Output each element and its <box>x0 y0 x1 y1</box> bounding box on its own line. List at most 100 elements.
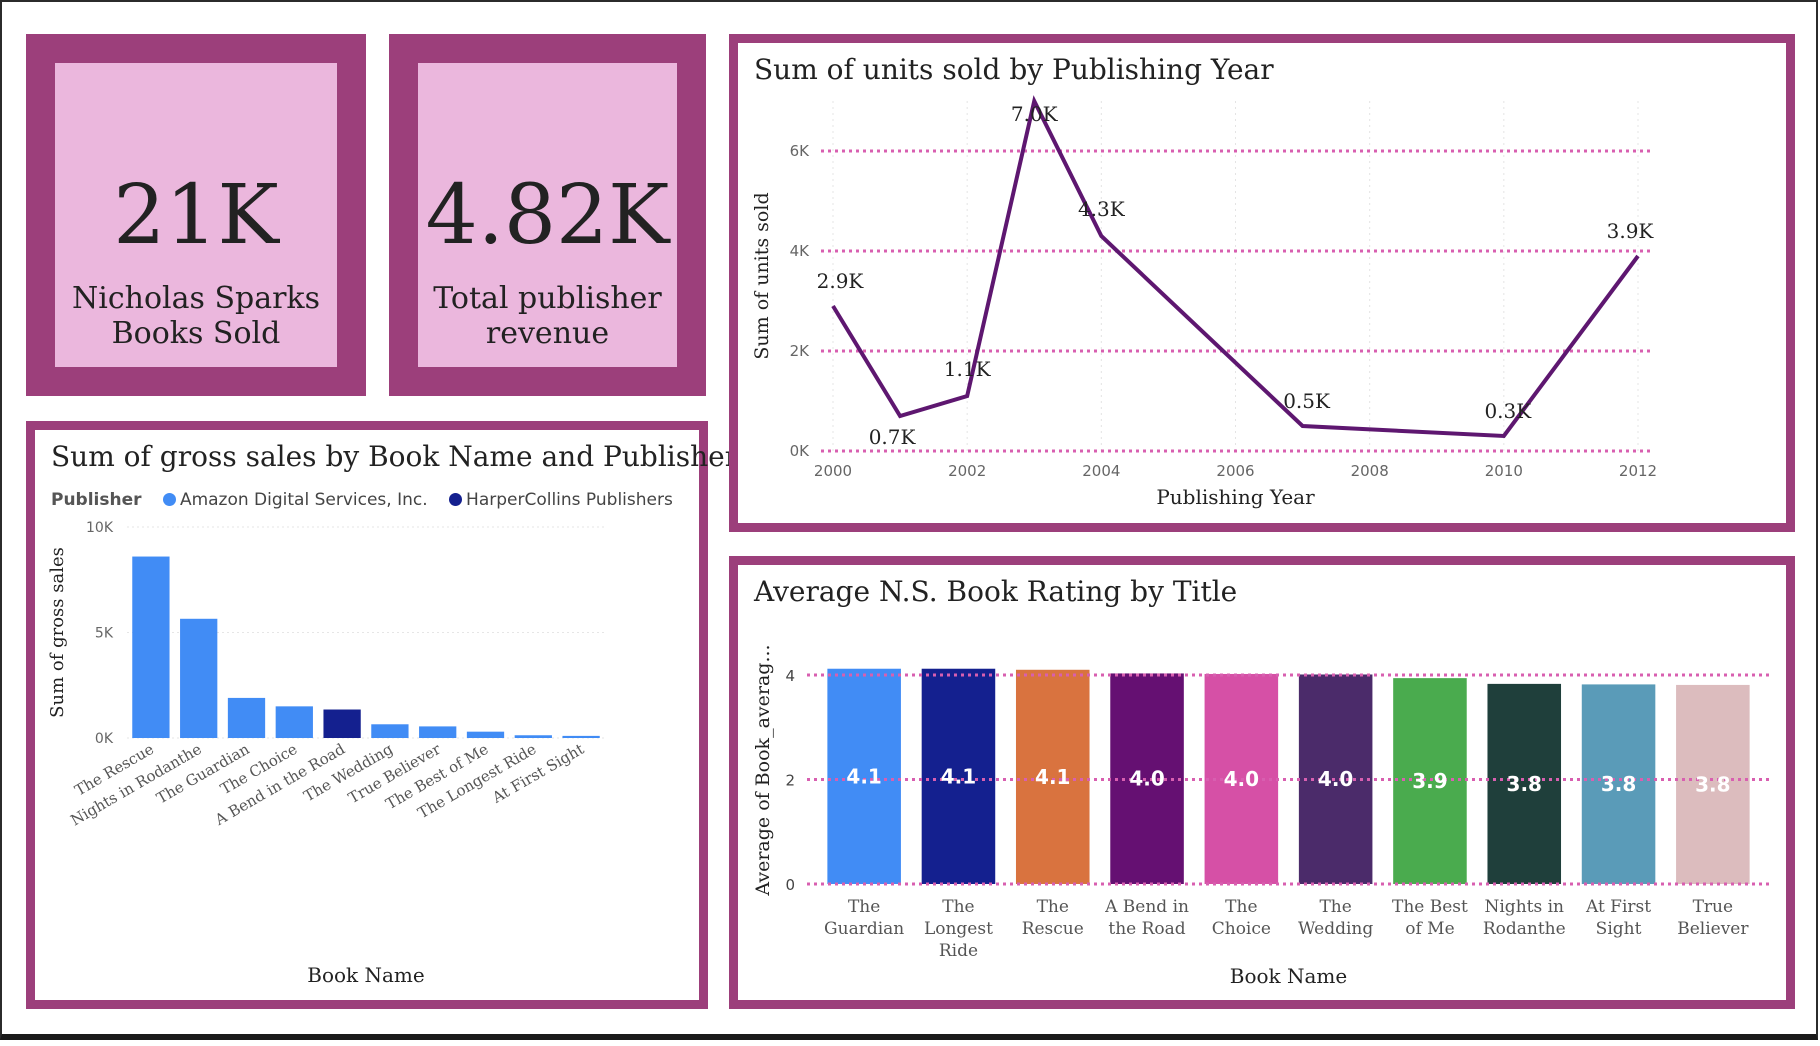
y-tick-label: 2K <box>790 342 811 360</box>
y-tick-label: 0K <box>790 442 811 460</box>
kpi-value: 4.82K <box>425 168 670 263</box>
data-label: 4.1 <box>1035 765 1070 789</box>
legend-label: Amazon Digital Services, Inc. <box>179 490 428 510</box>
x-tick-label: Sight <box>1596 919 1642 939</box>
bar <box>371 724 409 738</box>
data-label: 3.8 <box>1601 772 1636 796</box>
x-tick-label: The <box>1225 897 1257 917</box>
kpi-label-line: revenue <box>485 316 610 351</box>
kpi-card-fill: 21K Nicholas Sparks Books Sold <box>55 63 337 367</box>
y-tick-label: 4K <box>790 242 811 260</box>
x-tick-label: A Bend in <box>1104 897 1189 917</box>
y-tick-label: 6K <box>790 142 811 160</box>
bar <box>562 735 600 738</box>
y-axis-title: Sum of gross sales <box>47 547 68 718</box>
x-tick-label: The <box>848 897 880 917</box>
data-label: 1.1K <box>944 357 992 381</box>
x-tick-label: Ride <box>939 941 978 961</box>
data-label: 4.1 <box>941 764 976 788</box>
legend-dot-icon <box>162 493 176 506</box>
x-tick-label: Believer <box>1677 919 1749 939</box>
x-tick-label: Choice <box>1212 919 1271 939</box>
legend-dot-icon <box>449 493 463 506</box>
data-label: 2.9K <box>817 269 865 293</box>
kpi-label: Nicholas Sparks Books Sold <box>55 281 337 351</box>
legend-item-amazon[interactable]: Amazon Digital Services, Inc. <box>162 490 428 510</box>
x-tick-label: Longest <box>924 919 993 939</box>
y-tick-label: 2 <box>785 772 795 790</box>
bar <box>1487 683 1562 884</box>
kpi-label-line: Nicholas Sparks <box>72 281 320 316</box>
x-tick-label: True <box>1693 897 1733 917</box>
x-tick-label: the Road <box>1108 919 1185 939</box>
rating-plot: 4204.1TheGuardian4.1TheLongestRide4.1The… <box>752 644 1770 988</box>
kpi-card-publisher-revenue[interactable]: 4.82K Total publisher revenue <box>389 34 706 396</box>
bar <box>275 706 313 738</box>
units-sold-chart-panel[interactable]: Sum of units sold by Publishing Year 200… <box>729 34 1795 532</box>
rating-chart-panel[interactable]: Average N.S. Book Rating by Title 4 2 0 4.1… <box>729 556 1795 1009</box>
kpi-label: Total publisher revenue <box>418 281 677 351</box>
bar <box>1581 684 1656 884</box>
bar <box>419 726 457 738</box>
gross-sales-chart-panel[interactable]: Sum of gross sales by Book Name and Publ… <box>26 421 738 1009</box>
x-axis-title: Book Name <box>307 963 424 987</box>
x-tick-label: 2006 <box>1216 462 1254 480</box>
x-tick-label: At First <box>1585 897 1651 917</box>
x-tick-label: 2012 <box>1619 462 1657 480</box>
data-label: 3.8 <box>1507 772 1542 796</box>
x-tick-label: 2010 <box>1485 462 1523 480</box>
kpi-card-fill: 4.82K Total publisher revenue <box>418 63 677 367</box>
y-tick-label: 5K <box>95 626 114 642</box>
units-sold-plot: 2000 2002 2004 2006 2008 2010 2012 6K 4K 2K 0K 2.9K… <box>751 95 1657 509</box>
bar <box>921 668 996 884</box>
data-label: 3.8 <box>1695 772 1730 796</box>
x-axis-title: Publishing Year <box>1156 485 1315 509</box>
data-label: 7.0K <box>1011 102 1059 126</box>
y-tick-label: 0K <box>95 731 114 747</box>
bar <box>466 731 505 738</box>
y-axis-title: Average of Book_averag... <box>752 644 774 896</box>
y-axis-title: Sum of units sold <box>751 192 773 359</box>
y-tick-label: 10K <box>86 520 114 536</box>
bar <box>827 668 901 884</box>
x-tick-label: Guardian <box>824 919 904 939</box>
data-label: 0.5K <box>1283 389 1331 413</box>
legend-label: HarperCollins Publishers <box>466 490 673 510</box>
x-tick-label: Rescue <box>1022 919 1084 939</box>
x-tick-label: 2004 <box>1082 462 1120 480</box>
x-tick-label: 2008 <box>1351 462 1389 480</box>
bar <box>323 709 361 738</box>
y-tick-label: 0 <box>785 876 795 894</box>
kpi-label-line: Total publisher <box>433 281 662 316</box>
x-tick-label: The <box>942 897 974 917</box>
chart-title: Sum of gross sales by Book Name and Publ… <box>51 440 739 473</box>
bar <box>132 556 170 738</box>
kpi-label-line: Books Sold <box>111 316 281 351</box>
x-tick-label: The <box>1037 897 1069 917</box>
data-label: 4.3K <box>1078 197 1126 221</box>
bar <box>180 618 218 738</box>
legend-title: Publisher <box>51 490 142 510</box>
series-line <box>831 95 1640 439</box>
x-tick-label: The Best <box>1392 897 1468 917</box>
x-tick-label: of Me <box>1405 919 1454 939</box>
x-tick-label: Rodanthe <box>1483 919 1566 939</box>
chart-title: Sum of units sold by Publishing Year <box>754 53 1274 86</box>
kpi-value: 21K <box>113 168 279 263</box>
kpi-card-books-sold[interactable]: 21K Nicholas Sparks Books Sold <box>26 34 366 396</box>
bar <box>1393 678 1467 884</box>
bar <box>514 735 552 738</box>
x-tick-label: 2000 <box>814 462 852 480</box>
data-label: 0.7K <box>869 425 917 449</box>
data-label: 3.9K <box>1607 219 1655 243</box>
bar <box>1015 669 1090 884</box>
y-tick-label: 4 <box>785 667 795 685</box>
data-label: 4.1 <box>846 764 881 788</box>
data-label: 4.0 <box>1318 767 1353 791</box>
x-tick-label: Nights in <box>1485 897 1565 917</box>
legend-item-harpercollins[interactable]: HarperCollins Publishers <box>449 490 673 510</box>
data-label: 4.0 <box>1224 767 1259 791</box>
data-label: 3.9 <box>1412 769 1447 793</box>
